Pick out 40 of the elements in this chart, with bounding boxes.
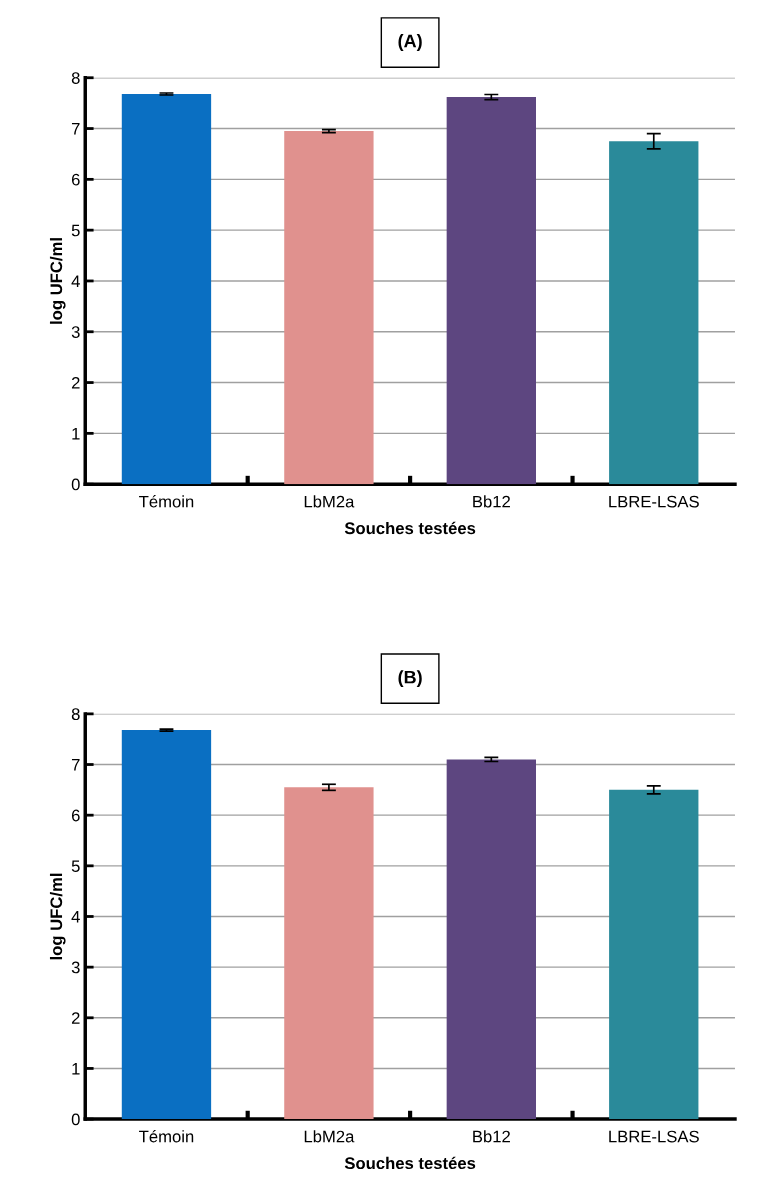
bar	[284, 787, 374, 1120]
x-tick-label: Témoin	[139, 495, 194, 508]
y-tick-label: 8	[71, 708, 80, 721]
y-tick-label: 6	[71, 173, 80, 186]
bar	[446, 97, 536, 485]
chart-title: (B)	[398, 670, 422, 688]
x-tick-label: Bb12	[473, 1130, 510, 1143]
y-axis-title: log UFC/ml	[49, 873, 66, 960]
y-tick-label: 4	[71, 275, 80, 287]
y-tick-label: 3	[71, 326, 80, 338]
y-tick-label: 5	[71, 224, 80, 237]
bar	[446, 759, 536, 1120]
bar	[121, 730, 212, 1120]
y-tick-label: 1	[72, 427, 80, 440]
bar	[121, 94, 212, 485]
y-tick-label: 8	[71, 72, 80, 84]
x-axis-title: Souches testées	[344, 1156, 476, 1170]
y-tick-label: 7	[71, 759, 80, 771]
y-tick-label: 1	[72, 1063, 80, 1075]
bar	[609, 141, 699, 485]
x-tick-label: Témoin	[139, 1130, 194, 1143]
bar	[284, 131, 374, 485]
y-tick-label: 0	[71, 478, 80, 491]
y-tick-label: 7	[71, 123, 80, 135]
y-tick-label: 6	[71, 809, 80, 822]
y-tick-label: 4	[71, 911, 80, 923]
x-axis-title: Souches testées	[344, 521, 476, 535]
y-tick-label: 3	[71, 961, 80, 974]
y-axis-title: log UFC/ml	[49, 238, 66, 324]
bar	[609, 789, 699, 1120]
y-tick-label: 2	[71, 376, 80, 389]
x-tick-label: Bb12	[473, 495, 510, 508]
x-tick-label: LbM2a	[304, 1130, 355, 1143]
x-tick-label: LbM2a	[304, 495, 355, 508]
y-tick-label: 0	[71, 1113, 80, 1126]
x-tick-label: LBRE-LSAS	[609, 1130, 699, 1143]
y-tick-label: 5	[71, 860, 80, 873]
x-tick-label: LBRE-LSAS	[609, 495, 699, 508]
y-tick-label: 2	[71, 1012, 80, 1024]
chart-title: (A)	[398, 34, 422, 51]
